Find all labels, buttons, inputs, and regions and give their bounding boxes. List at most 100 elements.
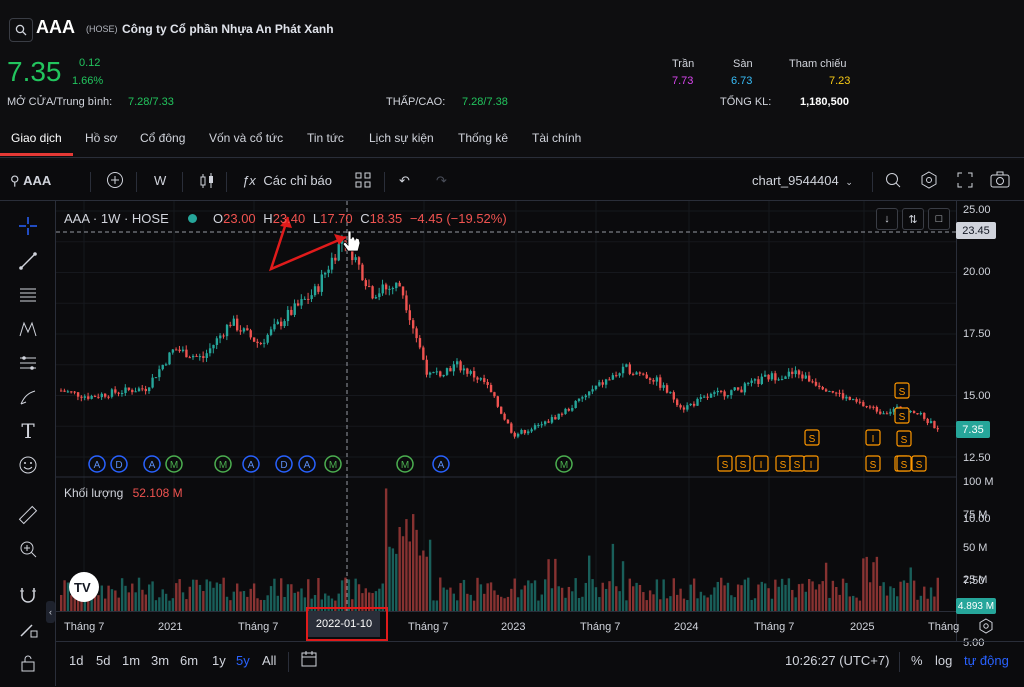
event-marker[interactable] [865,429,881,446]
candlestick-icon [200,173,213,188]
range-1m[interactable]: 1m [122,653,141,668]
event-marker[interactable] [735,455,751,472]
scroll-down-button[interactable]: ↓ [876,208,898,230]
auto-scale-toggle[interactable]: tự động [964,653,1009,668]
candle-body [733,387,736,391]
event-marker[interactable] [110,455,128,473]
pattern-tool[interactable] [16,317,40,341]
undo-button[interactable]: ↶ [399,173,410,189]
tab-capital-dividend[interactable]: Vốn và cổ tức [209,131,284,145]
event-marker[interactable] [396,455,414,473]
trendline-tool[interactable] [16,249,40,273]
price-tick: 10.00 [963,513,991,525]
indicators-button[interactable]: ƒx Các chỉ báo [242,173,332,188]
fib-tool[interactable] [16,283,40,307]
candle-body [439,371,442,377]
candle-body [110,389,114,397]
chart-type-button[interactable] [199,172,215,193]
candle-body [523,430,527,434]
tab-financials[interactable]: Tài chính [532,131,582,145]
candle-body [730,390,733,396]
lock-drawing-tool[interactable] [16,617,40,641]
tab-profile[interactable]: Hồ sơ [85,131,118,145]
candle-body [879,411,882,414]
volume-bar [185,599,188,611]
price-chart[interactable]: ADAMMADAMMAMSSISSISSSISSSSS TV [56,201,956,611]
candle-body [148,387,151,392]
fullscreen-button[interactable] [956,171,974,192]
quick-search-button[interactable] [884,171,902,192]
percent-scale-toggle[interactable]: % [911,653,923,668]
brush-tool[interactable] [16,385,40,409]
goto-date-button[interactable] [300,650,318,671]
grid-icon [355,172,371,188]
event-marker[interactable] [214,455,232,473]
event-marker[interactable] [894,382,910,399]
collapse-pane-button[interactable]: ⇅ [902,208,924,230]
candle-body [127,387,131,390]
interval-button[interactable]: W [154,173,167,188]
range-1d[interactable]: 1d [69,653,84,668]
emoji-tool[interactable] [16,453,40,477]
event-marker[interactable] [242,455,260,473]
snapshot-button[interactable] [990,171,1010,192]
range-1y[interactable]: 1y [212,653,226,668]
search-button[interactable] [9,18,33,42]
log-scale-toggle[interactable]: log [935,653,953,668]
event-marker[interactable] [804,429,820,446]
event-marker[interactable] [555,455,573,473]
symbol-search[interactable]: ⚲ AAA [10,173,51,189]
candle-body [80,396,83,398]
range-3m[interactable]: 3m [151,653,170,668]
text-tool[interactable]: T [16,419,40,443]
clock-timezone[interactable]: 10:26:27 (UTC+7) [785,653,890,668]
tab-events[interactable]: Lịch sự kiện [369,131,434,145]
prediction-tool[interactable] [16,351,40,375]
candle-body [709,393,713,398]
tab-trading[interactable]: Giao dịch [11,131,62,145]
event-marker[interactable] [894,407,910,424]
event-marker[interactable] [911,455,927,472]
volume-bar [601,582,604,611]
axis-settings-button[interactable] [978,618,994,637]
event-marker[interactable] [896,455,912,472]
event-marker[interactable] [275,455,293,473]
event-marker[interactable] [803,455,819,472]
event-marker[interactable] [717,455,733,472]
range-5y[interactable]: 5y [236,653,250,668]
collapse-toolbar-button[interactable]: ‹ [46,601,55,623]
tab-statistics[interactable]: Thống kê [458,131,509,145]
maximize-pane-button[interactable]: □ [928,208,950,230]
event-marker[interactable] [896,430,912,447]
measure-tool[interactable] [16,503,40,527]
time-scale[interactable]: Tháng 7 2021 Tháng 7 Tháng 7 2023 Tháng … [56,611,959,641]
redo-button[interactable]: ↷ [436,173,447,189]
event-marker[interactable] [432,455,450,473]
event-marker[interactable] [298,455,316,473]
templates-button[interactable] [354,171,372,192]
candle-body [872,406,875,408]
candle-body [225,324,229,337]
magnet-tool[interactable] [16,583,40,607]
settings-button[interactable] [920,171,938,192]
volume-bar [110,589,114,611]
range-all[interactable]: All [262,653,277,668]
event-marker[interactable] [143,455,161,473]
range-6m[interactable]: 6m [180,653,199,668]
volume-bar [625,600,628,611]
zoom-tool[interactable] [16,537,40,561]
crosshair-tool[interactable] [16,214,40,238]
event-marker[interactable] [165,455,183,473]
compare-button[interactable] [106,171,124,192]
event-marker[interactable] [88,455,106,473]
lock-all-tool[interactable] [16,651,40,675]
candle-body [259,343,263,345]
event-marker[interactable] [324,455,342,473]
range-5d[interactable]: 5d [96,653,111,668]
tab-news[interactable]: Tin tức [307,131,344,145]
event-marker[interactable] [753,455,769,472]
layout-dropdown[interactable]: chart_9544404 ⌄ [752,173,853,188]
event-marker[interactable] [865,455,881,472]
volume-tick: 75 M [963,509,988,521]
tab-shareholders[interactable]: Cổ đông [140,131,186,145]
